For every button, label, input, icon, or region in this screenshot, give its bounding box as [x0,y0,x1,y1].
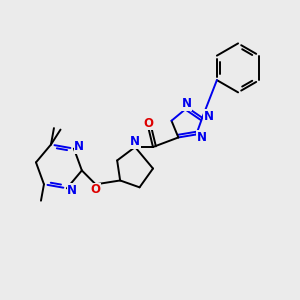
Text: N: N [204,110,214,123]
Text: O: O [143,117,153,130]
Text: N: N [197,131,207,144]
Text: N: N [67,184,77,197]
Text: N: N [130,135,140,148]
Text: N: N [74,140,84,153]
Text: O: O [90,183,100,196]
Text: N: N [182,97,192,110]
